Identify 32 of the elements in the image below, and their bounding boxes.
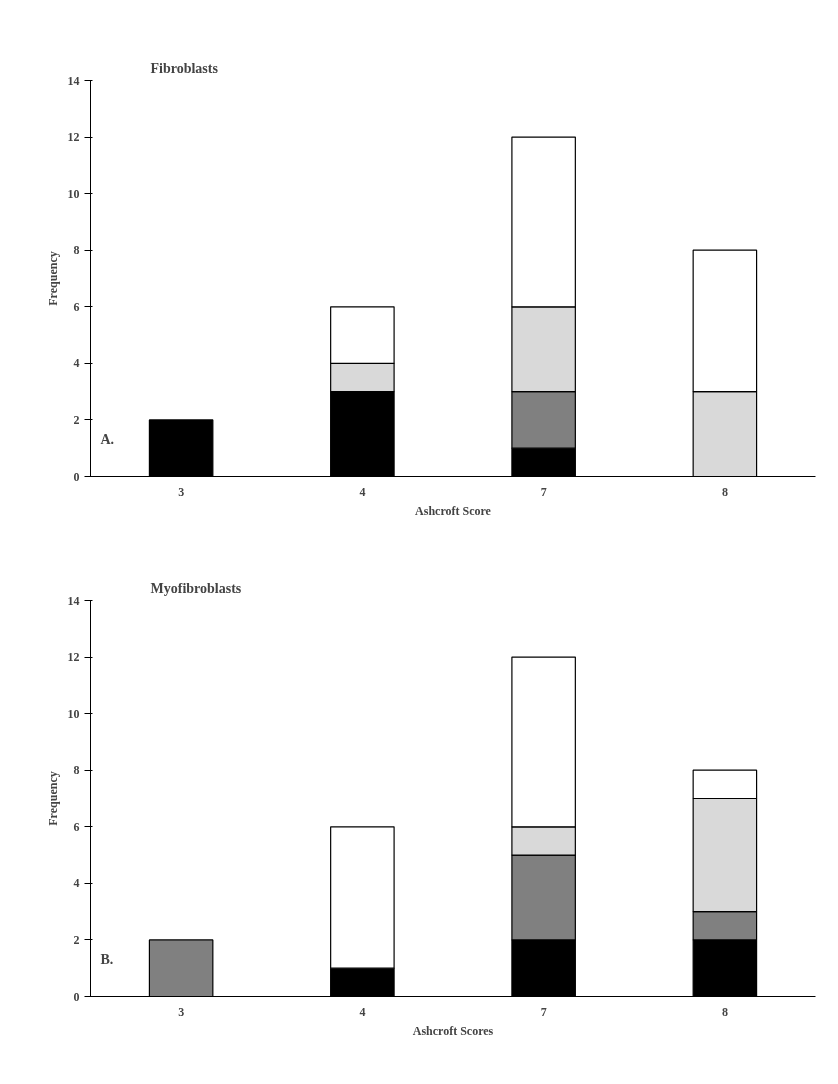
chart-title: Myofibroblasts [150,580,242,596]
y-tick-label: 10 [67,706,80,721]
y-tick-label: 6 [73,299,80,314]
y-tick-label: 12 [67,130,80,145]
x-tick-label: 3 [178,484,185,499]
y-tick-label: 0 [73,469,80,484]
x-axis-title: Ashcroft Scores [412,1023,494,1038]
x-tick-label: 4 [359,484,366,499]
y-tick-label: 8 [73,243,80,258]
chart-title: Fibroblasts [150,60,219,76]
y-tick-label: 8 [73,763,80,778]
y-tick-label: 14 [67,593,80,608]
y-tick-label: 14 [67,73,80,88]
y-tick-label: 0 [73,989,80,1004]
annotation: A. [100,431,115,447]
y-tick-label: 10 [67,186,80,201]
y-tick-label: 6 [73,819,80,834]
x-axis-title: Ashcroft Score [415,503,492,518]
y-tick-label: 2 [73,412,80,427]
x-tick-label: 4 [359,1004,366,1019]
y-tick-label: 4 [73,876,80,891]
y-tick-label: 2 [73,932,80,947]
annotation: B. [100,951,114,967]
x-tick-label: 8 [721,484,728,499]
x-tick-label: 7 [540,1004,547,1019]
x-tick-label: 3 [178,1004,185,1019]
y-axis-title: Frequency [45,251,60,306]
x-tick-label: 8 [721,1004,728,1019]
y-axis-title: Frequency [45,771,60,826]
y-tick-label: 12 [67,650,80,665]
x-tick-label: 7 [540,484,547,499]
y-tick-label: 4 [73,356,80,371]
